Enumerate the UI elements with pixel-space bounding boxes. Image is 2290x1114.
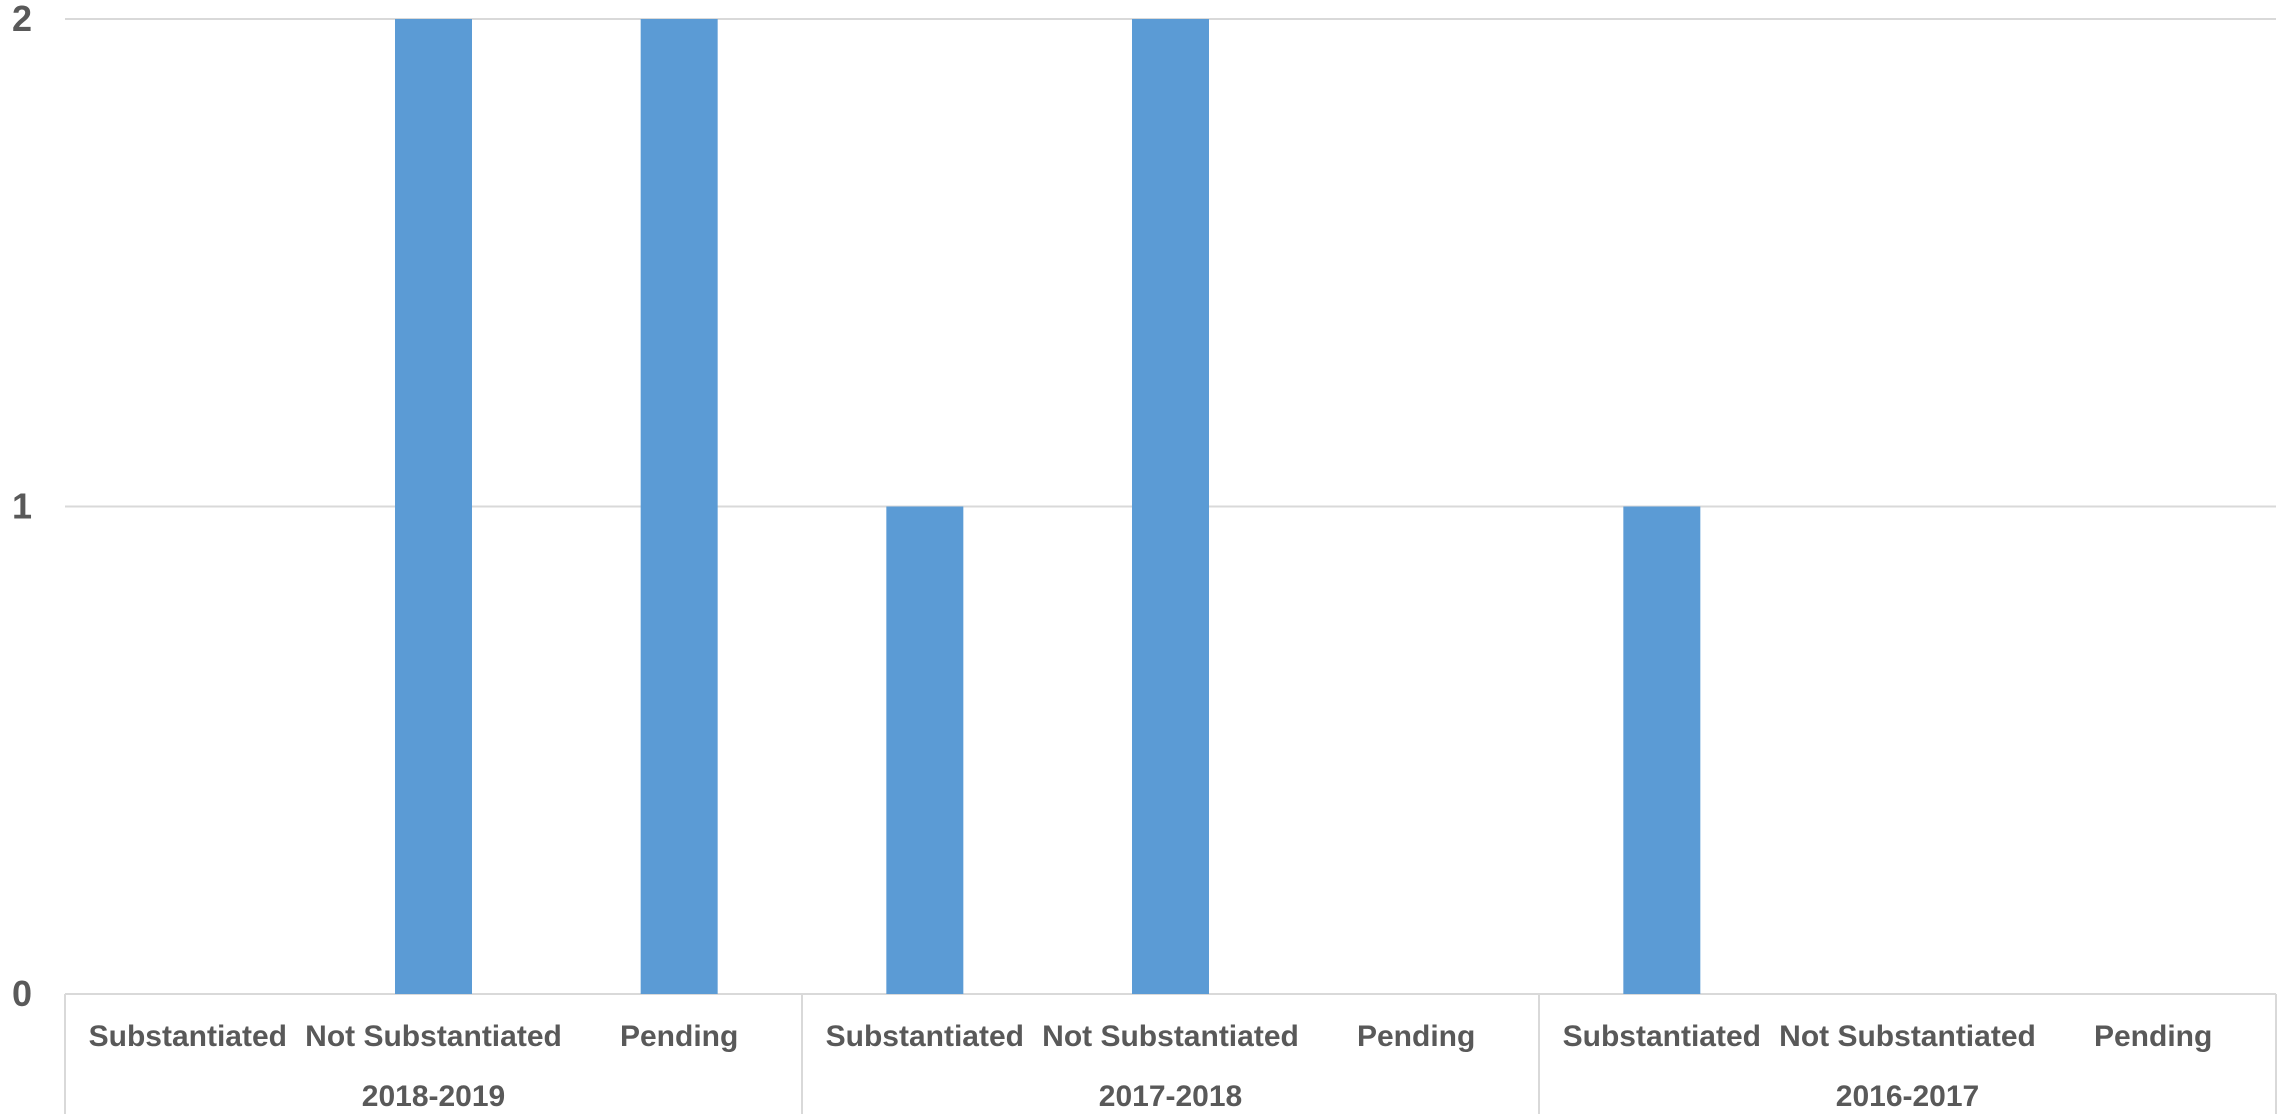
x-category-label: Substantiated <box>89 1020 287 1053</box>
x-category-label: Not Substantiated <box>305 1020 562 1053</box>
x-category-label: Not Substantiated <box>1042 1020 1299 1053</box>
bar-2018-2019-pending <box>640 19 718 994</box>
x-group-label: 2018-2019 <box>362 1080 505 1113</box>
bar-2017-2018-not-substantiated <box>1132 19 1209 994</box>
x-axis: Substantiated Not Substantiated Pending 201… <box>64 994 2277 1114</box>
y-tick-label: 1 <box>12 486 32 527</box>
x-category-label: Pending <box>2094 1020 2212 1053</box>
x-category-label: Substantiated <box>1563 1020 1761 1053</box>
bar-2018-2019-not-substantiated <box>395 19 472 994</box>
y-tick-label: 0 <box>12 973 32 1014</box>
x-group-label: 2017-2018 <box>1099 1080 1242 1113</box>
bar-2016-2017-substantiated <box>1623 506 1701 994</box>
x-category-label: Pending <box>620 1020 738 1053</box>
x-category-label: Pending <box>1357 1020 1475 1053</box>
x-group-label: 2016-2017 <box>1836 1080 1979 1113</box>
x-category-label: Substantiated <box>826 1020 1024 1053</box>
bar-2017-2018-substantiated <box>886 506 964 994</box>
y-tick-label: 2 <box>12 0 32 39</box>
y-axis-ticks: 0 1 2 <box>12 0 32 1014</box>
x-category-label: Not Substantiated <box>1779 1020 2036 1053</box>
bars <box>395 19 1701 994</box>
